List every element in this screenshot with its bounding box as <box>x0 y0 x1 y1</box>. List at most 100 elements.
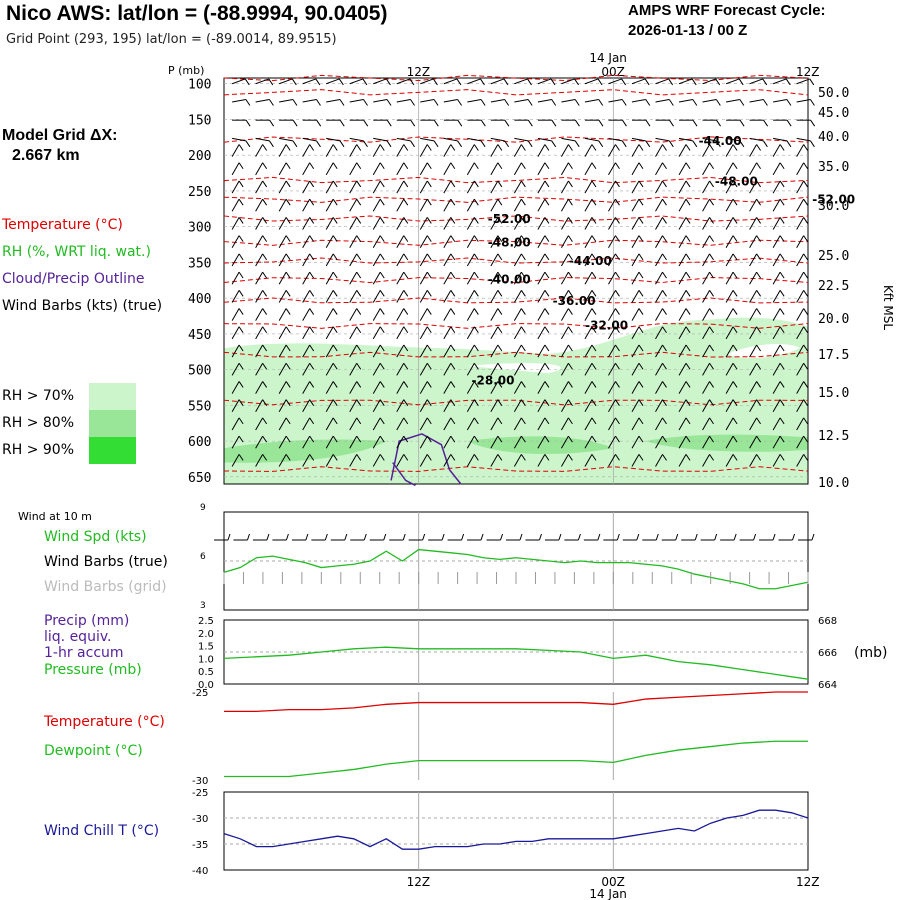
windchill-line <box>223 809 809 850</box>
wind-barb <box>325 180 334 194</box>
wind-barb-flag <box>756 344 762 352</box>
wind-barb-flag <box>497 180 503 188</box>
wind-barb-flag <box>410 140 415 148</box>
wind-barb <box>490 362 499 376</box>
wind-barb <box>255 362 264 376</box>
isotherm-label: -52.00 <box>488 212 531 226</box>
wind-barb-flag <box>685 362 691 370</box>
wind-barb <box>396 271 405 285</box>
wind-barb <box>349 235 358 249</box>
wind-barb <box>255 417 264 431</box>
wind-barb-flag <box>497 308 503 315</box>
wind-barb <box>608 326 616 340</box>
wind-barb-flag <box>685 454 691 461</box>
wind-barb <box>608 217 616 230</box>
wind10-barb-flag <box>714 533 718 541</box>
wind-barb <box>372 198 381 212</box>
wind-barb-flag <box>403 454 409 461</box>
wind-barb-flag <box>568 308 573 315</box>
wind-barb-flag <box>238 326 244 334</box>
wind-barb-flag <box>285 180 291 188</box>
wind-barb-flag <box>332 362 338 370</box>
wind-barb <box>702 162 710 176</box>
wind-barb <box>396 326 405 340</box>
wind-barb <box>372 454 381 467</box>
wind-barb-flag <box>544 144 550 151</box>
wind-barb-flag <box>662 180 667 188</box>
wind-barb <box>631 144 640 157</box>
wind-barb <box>349 308 358 321</box>
wind-barb-flag <box>544 399 550 406</box>
wind-barb-flag <box>732 326 738 334</box>
wind-barb-flag <box>309 271 315 279</box>
isotherm-line <box>223 297 809 304</box>
wind-barb <box>702 144 710 157</box>
wind-barb <box>725 235 734 249</box>
wind-barb-flag <box>497 144 503 151</box>
wind-barb <box>278 144 287 157</box>
wind-barb-flag <box>739 119 745 127</box>
wind-barb <box>396 99 411 103</box>
wind-barb-flag <box>779 344 785 352</box>
wind-barb <box>631 417 640 431</box>
wind-barb-flag <box>786 119 792 127</box>
wind-barb-flag <box>568 162 573 170</box>
wind-barb-flag <box>779 417 785 425</box>
wind-barb-flag <box>715 78 721 86</box>
wind-barb <box>749 381 758 394</box>
legend-temp2: Temperature (°C) <box>44 714 165 730</box>
wind-barb <box>255 344 264 358</box>
wind-barb <box>702 454 710 467</box>
wind-barb-flag <box>426 435 432 443</box>
wind-barb <box>372 144 381 157</box>
wind-barb <box>372 235 381 249</box>
wind-barb <box>372 271 381 285</box>
wind-barb <box>608 198 616 212</box>
wind-barb-flag <box>803 198 809 206</box>
wind-barb-flag <box>732 217 738 224</box>
wind-barb <box>584 137 599 142</box>
wind-barb <box>584 417 593 431</box>
wind-barb <box>678 381 687 394</box>
wind10-barb-flag <box>480 533 484 541</box>
wind-barb <box>302 271 311 285</box>
wind-barb <box>537 137 552 142</box>
wind-barb-flag <box>615 144 620 151</box>
wind-barb-flag <box>379 235 385 242</box>
wind-barb-flag <box>756 417 762 425</box>
wind-barb <box>419 344 428 358</box>
wind-barb <box>702 399 710 413</box>
wind-barb-flag <box>669 119 674 127</box>
wind-barb-flag <box>785 78 791 86</box>
wind-barb-flag <box>615 344 620 352</box>
wind-barb-flag <box>426 399 432 406</box>
wind-barb-flag <box>803 435 809 443</box>
wind-barb <box>490 454 499 467</box>
wind-barb-flag <box>638 198 644 206</box>
wind-barb <box>396 217 405 230</box>
wind-barb <box>372 326 381 340</box>
kft-tick-label: 15.0 <box>818 386 849 401</box>
wind-barb-flag <box>803 235 809 242</box>
wind-barb <box>678 435 687 449</box>
wind-barb <box>326 137 341 142</box>
wind-barb-flag <box>309 362 315 370</box>
wind-barb-flag <box>379 435 385 443</box>
wind-barb <box>796 326 805 340</box>
wind-barb-flag <box>457 140 463 148</box>
wind-barb <box>749 180 758 194</box>
wind-barb <box>772 271 781 285</box>
precip-tick-label: 1.0 <box>198 654 214 665</box>
cloud-outline-lower <box>392 462 416 487</box>
pressure-tick-label: 150 <box>188 113 211 128</box>
wind-barb-flag <box>403 144 409 151</box>
wind-barb-flag <box>238 344 244 352</box>
wind-barb-flag <box>504 99 510 106</box>
wind-barb <box>372 381 381 394</box>
wind-barb-flag <box>598 99 604 106</box>
windchill-tick-label: -25 <box>192 788 208 799</box>
wind-barb <box>278 362 287 376</box>
wind-barb <box>796 344 805 358</box>
wind-barb-flag <box>504 119 510 127</box>
wind-barb <box>232 99 246 103</box>
